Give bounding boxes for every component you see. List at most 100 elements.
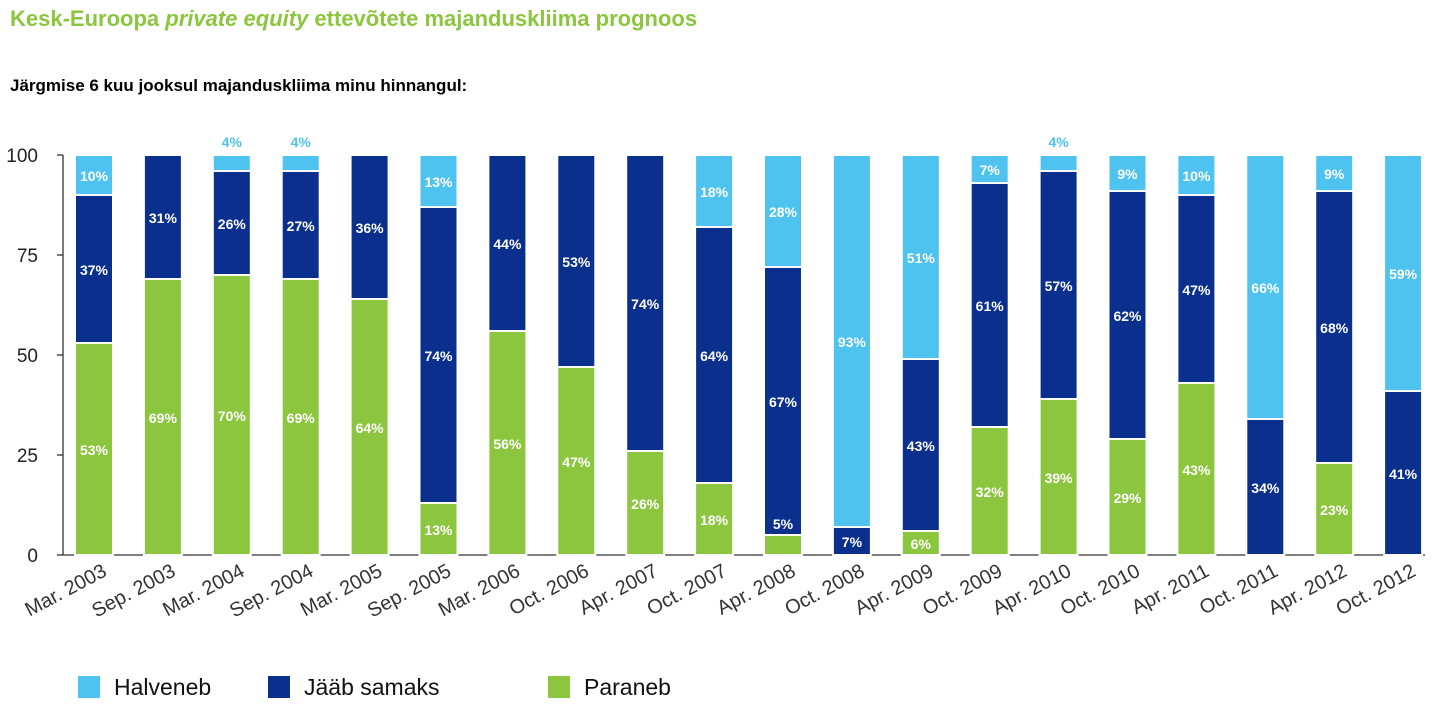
bar-paraneb-mar-2004 xyxy=(211,274,252,556)
data-label-paraneb-sep-2003: 69% xyxy=(149,410,178,426)
x-tick-label-oct-2008: Oct. 2008 xyxy=(781,560,868,620)
data-label-halveneb-oct-2007: 18% xyxy=(700,184,729,200)
legend-label-paraneb: Paraneb xyxy=(584,673,671,700)
data-label-paraneb-oct-2009: 32% xyxy=(976,484,1005,500)
data-label-paraneb-apr-2011: 43% xyxy=(1182,462,1211,478)
y-tick-label-75: 75 xyxy=(17,246,38,267)
chart-subtitle: Järgmise 6 kuu jooksul majanduskliima mi… xyxy=(10,76,468,95)
data-label-jaab-samaks-sep-2005: 74% xyxy=(424,348,453,364)
legend-swatch-jaab-samaks xyxy=(268,676,290,698)
data-label-paraneb-oct-2006: 47% xyxy=(562,454,591,470)
data-label-halveneb-oct-2009: 7% xyxy=(980,162,1001,178)
bar-paraneb-oct-2009 xyxy=(969,426,1010,556)
title-part-2: private equity xyxy=(165,6,309,31)
title-part-1: Kesk-Euroopa xyxy=(10,6,166,31)
data-label-extra-jaab-samaks-apr-2008: 5% xyxy=(773,516,794,532)
bar-jaab-samaks-apr-2007 xyxy=(625,154,666,452)
bar-halveneb-mar-2003 xyxy=(74,154,114,196)
data-label-paraneb-sep-2005: 13% xyxy=(424,522,453,538)
bar-paraneb-sep-2004 xyxy=(280,278,321,556)
data-label-jaab-samaks-apr-2009: 43% xyxy=(907,438,936,454)
data-label-halveneb-sep-2004: 4% xyxy=(291,134,312,150)
data-label-halveneb-oct-2011: 66% xyxy=(1251,280,1280,296)
bar-jaab-samaks-mar-2005 xyxy=(349,154,390,300)
legend-item-jaab-samaks: Jääb samaks xyxy=(268,672,440,702)
data-label-halveneb-apr-2008: 28% xyxy=(769,204,798,220)
data-label-jaab-samaks-mar-2004: 26% xyxy=(218,216,247,232)
data-label-jaab-samaks-oct-2007: 64% xyxy=(700,348,729,364)
title-part-3: ettevõtete majanduskliima prognoos xyxy=(308,6,698,31)
bar-jaab-samaks-oct-2012 xyxy=(1383,390,1424,556)
data-label-halveneb-apr-2009: 51% xyxy=(907,250,936,266)
bar-halveneb-apr-2011 xyxy=(1176,154,1217,196)
data-label-halveneb-oct-2010: 9% xyxy=(1117,166,1138,182)
bar-jaab-samaks-sep-2004 xyxy=(280,170,321,280)
data-label-halveneb-apr-2011: 10% xyxy=(1182,168,1211,184)
data-label-jaab-samaks-oct-2012: 41% xyxy=(1389,466,1418,482)
data-label-paraneb-apr-2012: 23% xyxy=(1320,502,1349,518)
bar-halveneb-oct-2007 xyxy=(694,154,735,228)
bar-paraneb-apr-2010 xyxy=(1038,398,1079,556)
bar-paraneb-mar-2006 xyxy=(487,330,528,556)
data-label-jaab-samaks-oct-2011: 34% xyxy=(1251,480,1280,496)
y-tick-label-50: 50 xyxy=(17,346,38,367)
x-tick-label-apr-2011: Apr. 2011 xyxy=(1128,560,1213,619)
data-label-jaab-samaks-apr-2011: 47% xyxy=(1182,282,1211,298)
bar-jaab-samaks-oct-2008 xyxy=(831,526,872,556)
data-label-jaab-samaks-sep-2004: 27% xyxy=(287,218,316,234)
bar-jaab-samaks-apr-2012 xyxy=(1314,190,1355,464)
bar-jaab-samaks-oct-2007 xyxy=(694,226,735,484)
data-label-paraneb-mar-2004: 70% xyxy=(218,408,247,424)
x-tick-label-oct-2010: Oct. 2010 xyxy=(1057,560,1144,620)
data-label-halveneb-apr-2012: 9% xyxy=(1324,166,1345,182)
legend-swatch-halveneb xyxy=(78,676,100,698)
bar-halveneb-oct-2009 xyxy=(969,154,1010,184)
data-label-halveneb-oct-2008: 93% xyxy=(838,334,867,350)
data-label-halveneb-mar-2004: 4% xyxy=(222,134,243,150)
data-label-halveneb-sep-2005: 13% xyxy=(424,174,453,190)
data-label-jaab-samaks-sep-2003: 31% xyxy=(149,210,178,226)
data-label-jaab-samaks-mar-2003: 37% xyxy=(80,262,109,278)
legend-label-jaab-samaks: Jääb samaks xyxy=(304,673,440,700)
bar-paraneb-oct-2007 xyxy=(694,482,735,556)
data-label-paraneb-apr-2010: 39% xyxy=(1045,470,1074,486)
x-tick-label-oct-2009: Oct. 2009 xyxy=(919,560,1006,620)
x-tick-label-oct-2006: Oct. 2006 xyxy=(506,560,593,620)
data-label-paraneb-mar-2006: 56% xyxy=(493,436,522,452)
data-label-paraneb-apr-2009: 6% xyxy=(911,536,932,552)
data-label-paraneb-apr-2007: 26% xyxy=(631,496,660,512)
legend-item-halveneb: Halveneb xyxy=(78,672,211,702)
chart-title: Kesk-Euroopa private equity ettevõtete m… xyxy=(10,6,697,32)
legend-label-halveneb: Halveneb xyxy=(114,673,212,700)
data-label-halveneb-apr-2010: 4% xyxy=(1048,134,1069,150)
bar-halveneb-apr-2008 xyxy=(763,154,803,268)
data-label-jaab-samaks-oct-2009: 61% xyxy=(976,298,1005,314)
data-label-paraneb-oct-2010: 29% xyxy=(1113,490,1142,506)
legend-swatch-paraneb xyxy=(548,676,570,698)
x-tick-label-oct-2007: Oct. 2007 xyxy=(644,560,731,620)
data-label-jaab-samaks-apr-2010: 57% xyxy=(1045,278,1074,294)
bar-jaab-samaks-sep-2003 xyxy=(142,154,183,280)
data-label-paraneb-sep-2004: 69% xyxy=(287,410,316,426)
bar-halveneb-mar-2004 xyxy=(211,154,252,172)
data-label-jaab-samaks-apr-2012: 68% xyxy=(1320,320,1349,336)
bar-paraneb-sep-2003 xyxy=(142,278,183,556)
bar-paraneb-apr-2008 xyxy=(763,534,803,556)
data-label-jaab-samaks-oct-2006: 53% xyxy=(562,254,591,270)
data-label-halveneb-mar-2003: 10% xyxy=(80,168,109,184)
data-label-jaab-samaks-oct-2010: 62% xyxy=(1113,308,1142,324)
bar-jaab-samaks-oct-2010 xyxy=(1107,190,1148,440)
bar-jaab-samaks-mar-2003 xyxy=(74,194,114,344)
bar-paraneb-apr-2011 xyxy=(1176,382,1217,556)
bar-jaab-samaks-apr-2009 xyxy=(900,358,941,532)
bar-jaab-samaks-oct-2006 xyxy=(556,154,597,368)
data-label-jaab-samaks-apr-2008: 67% xyxy=(769,394,798,410)
bar-halveneb-apr-2012 xyxy=(1314,154,1355,192)
legend-item-paraneb: Paraneb xyxy=(548,672,671,702)
y-tick-label-25: 25 xyxy=(17,446,38,467)
y-tick-label-0: 0 xyxy=(27,546,38,567)
bar-halveneb-oct-2012 xyxy=(1383,154,1424,392)
bar-halveneb-apr-2009 xyxy=(900,154,941,360)
data-label-jaab-samaks-apr-2007: 74% xyxy=(631,296,660,312)
data-label-jaab-samaks-mar-2006: 44% xyxy=(493,236,522,252)
